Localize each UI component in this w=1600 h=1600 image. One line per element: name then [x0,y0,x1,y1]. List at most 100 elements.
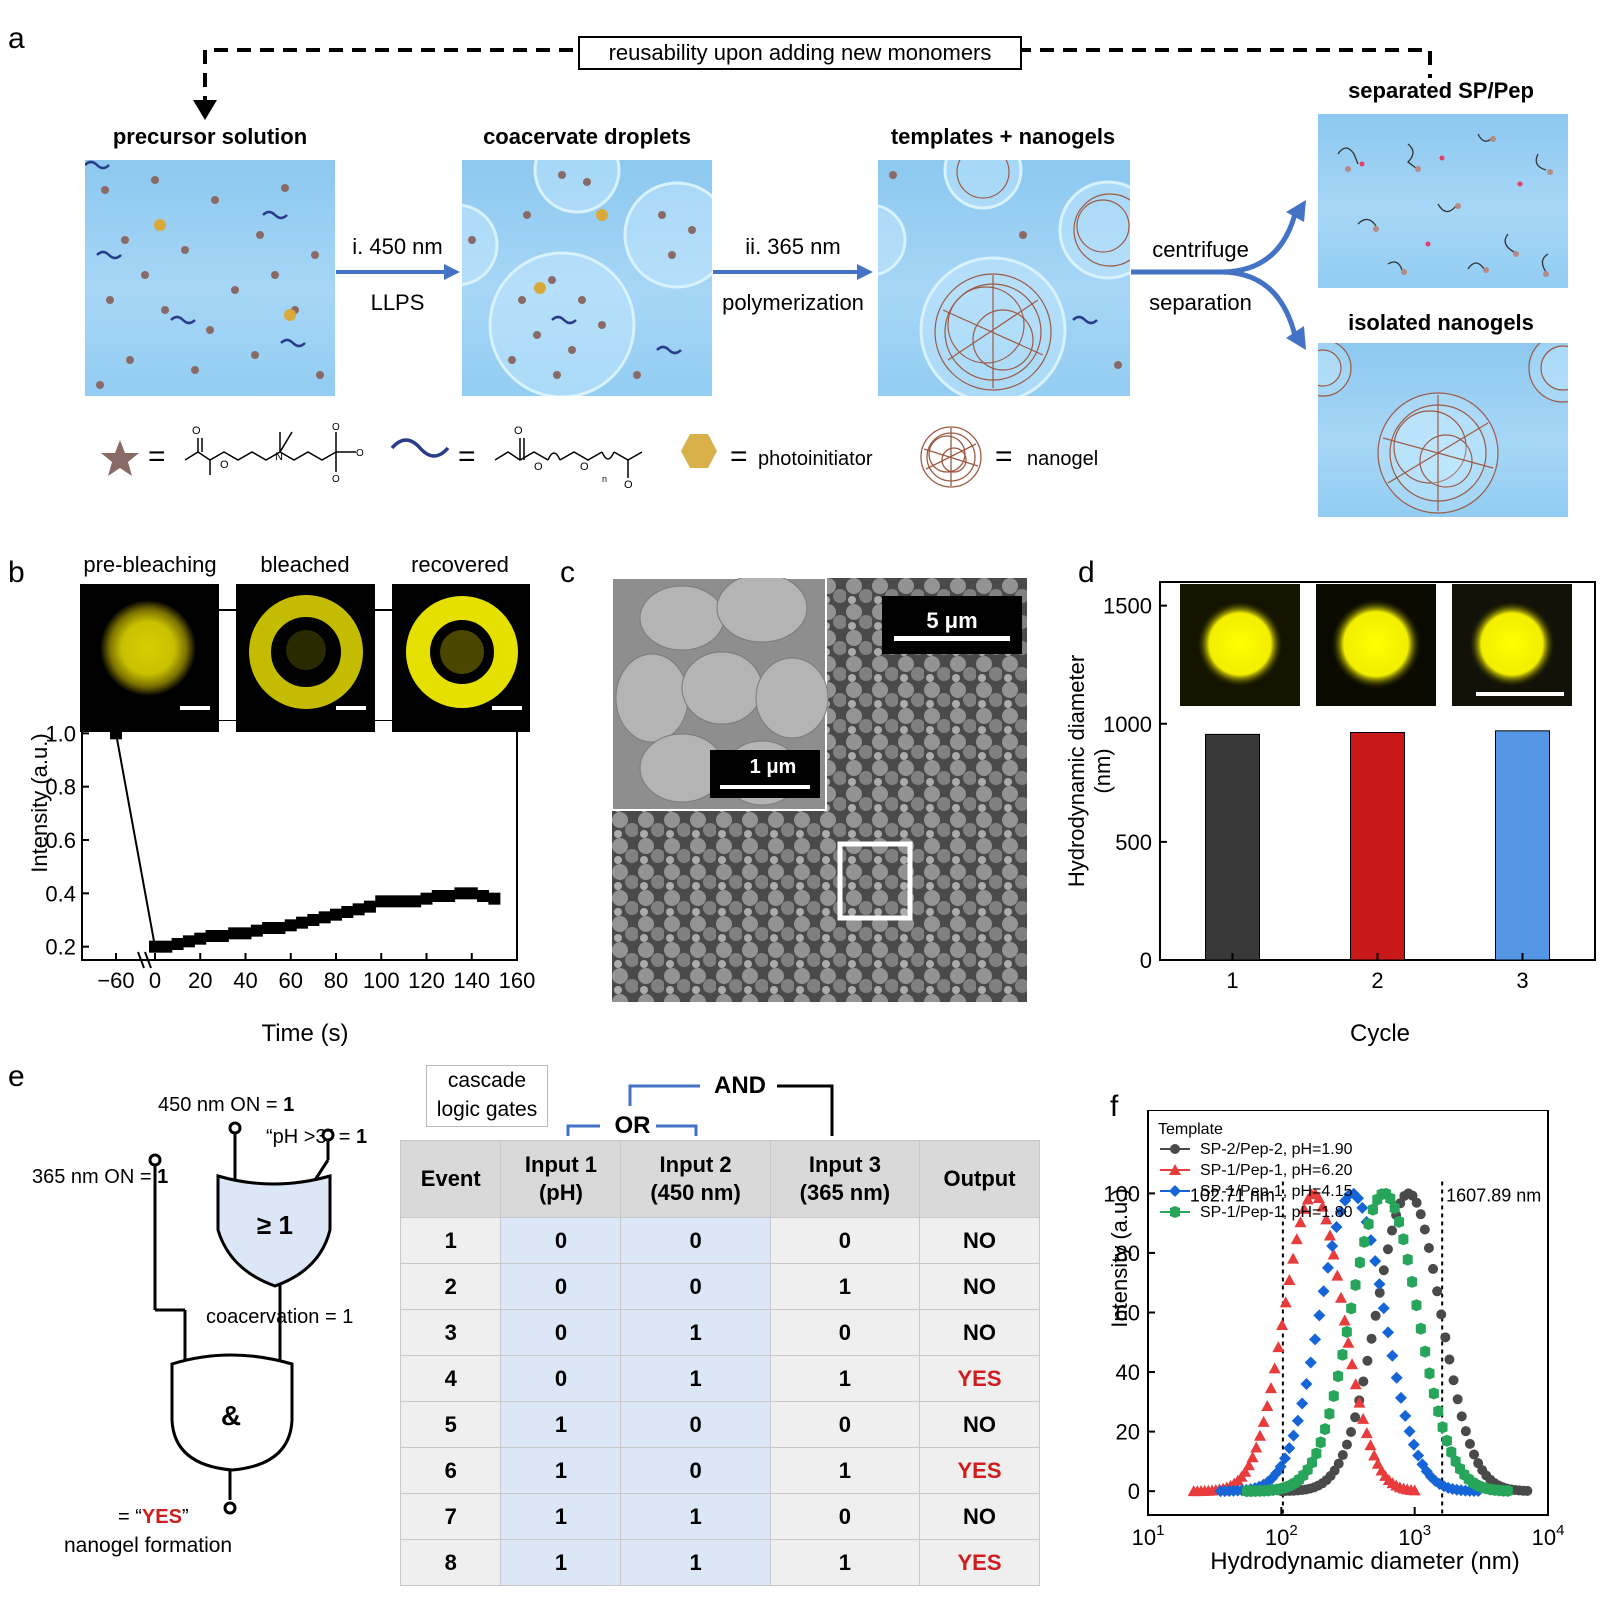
legend-equals-2: = [458,440,476,473]
frap-data-point [420,892,433,905]
frap-xtick-label: 80 [324,968,348,993]
dls-data-point [1502,1484,1513,1497]
dls-annotation: 1607.89 nm [1446,1185,1541,1205]
dls-data-point [1331,1269,1344,1281]
legend-equals-1: = [148,440,166,473]
stage-title-templates: templates + nanogels [890,124,1116,149]
nanogel-icon [920,426,982,488]
cycle-xtick-label: 2 [1371,968,1383,993]
dls-data-point [1266,1472,1279,1485]
dls-data-point [1387,1225,1398,1236]
cycle-xlabel: Cycle [1349,1020,1410,1047]
frap-data-point [239,927,252,940]
table-header-3: Input 3 (365 nm) [769,1140,921,1218]
precursor-scene [85,160,335,396]
dls-data-point [1268,1362,1281,1374]
dls-data-point [1312,1191,1325,1203]
frap-data-point [363,900,376,913]
separated-scene [1318,114,1568,288]
svg-text:O: O [332,474,340,485]
table-cell: 7 [399,1493,502,1540]
dls-data-point [1354,1256,1365,1269]
dls-data-point [1374,1287,1385,1298]
cycle-xtick-label: 3 [1516,968,1528,993]
dls-legend-entry: SP-1/Pep-1, pH=4.15 [1200,1183,1353,1200]
separated-molecules [1337,133,1553,277]
dls-ytick-label: 100 [1103,1181,1140,1206]
dls-data-point [1334,1205,1347,1218]
frap-data-point [205,930,218,942]
svg-text:O: O [332,422,340,433]
table-cell: 0 [769,1217,921,1264]
star-icon [101,440,139,476]
dls-data-point [1420,1465,1433,1478]
dls-data-point [1415,1322,1426,1335]
dls-xtick-exponent: 2 [1289,1522,1297,1539]
dls-data-point [1429,1474,1442,1487]
gate-brackets [566,1084,834,1136]
cascade-label: cascade logic gates [426,1065,548,1127]
dls-data-point [1320,1213,1333,1225]
table-cell: NO [919,1217,1040,1264]
dls-data-point [1373,1278,1386,1291]
dls-data-point [1342,1336,1355,1348]
table-header-2: Input 2 (450 nm) [620,1140,771,1218]
table-cell: NO [919,1309,1040,1356]
table-row: 8 1 1 1 YES [399,1539,1040,1586]
table-header-4: Output [919,1140,1040,1218]
dls-legend-entry: SP-1/Pep-1, pH=1.80 [1200,1204,1353,1221]
dls-data-point [1420,1345,1431,1358]
table-cell: YES [919,1539,1040,1586]
table-cell: 1 [769,1355,921,1402]
frap-data-point [352,903,365,916]
cycle-xtick-label: 1 [1226,968,1238,993]
frap-data-point [273,922,286,934]
frap-data-point [341,906,354,918]
dls-data-point [1274,1460,1287,1473]
dls-data-point [1446,1446,1457,1459]
dls-data-point [1436,1309,1447,1320]
table-cell: 1 [620,1309,771,1356]
table-cell: 0 [769,1401,921,1448]
dls-data-point [1283,1273,1296,1285]
dls-data-point [1428,1387,1439,1400]
frap-label-bleached: bleached [260,552,350,577]
dls-data-point [1433,1478,1446,1491]
coacervate-droplets [462,160,712,396]
table-row: 6 1 0 1 YES [399,1447,1040,1494]
coacervate-scene [462,160,712,396]
table-cell: 1 [500,1493,622,1540]
legend-equals-4: = [995,440,1013,473]
table-header-line: Event [420,1166,481,1191]
svg-text:O: O [624,479,633,490]
dls-data-point [1341,1439,1352,1450]
dls-data-point [1437,1421,1448,1434]
dls-data-point [1346,1427,1357,1438]
dls-data-point [1250,1441,1263,1453]
frap-data-point [296,916,309,929]
dls-data-point [1448,1375,1459,1386]
dls-data-point [1309,1333,1322,1346]
frap-data-point [262,922,275,934]
wave-icon [390,438,450,458]
cycle-ytick-label: 500 [1115,830,1152,855]
dls-xtick-label: 103 [1398,1522,1431,1550]
frap-xtick-label: 120 [408,968,445,993]
dls-data-point [1307,1456,1318,1469]
frap-series-line [115,733,495,948]
table-header-line: Input 2 [659,1152,732,1177]
cycle-ytick-label: 1500 [1103,594,1152,619]
logic-gate-diagram [148,1121,335,1515]
stage-title-precursor: precursor solution [112,124,308,149]
frap-ytick-label: 0.6 [45,828,76,853]
dls-data-point [1412,1449,1425,1462]
dls-data-point [1460,1426,1471,1437]
dls-data-point [1300,1377,1313,1390]
dls-data-point [1407,1275,1418,1288]
table-cell: 1 [500,1539,622,1586]
table-cell: NO [919,1263,1040,1310]
frap-data-point [409,895,422,908]
dls-annotation: 102.71 nm [1190,1185,1275,1205]
dls-data-point [1313,1309,1326,1322]
panel-label-e: e [8,1060,25,1093]
